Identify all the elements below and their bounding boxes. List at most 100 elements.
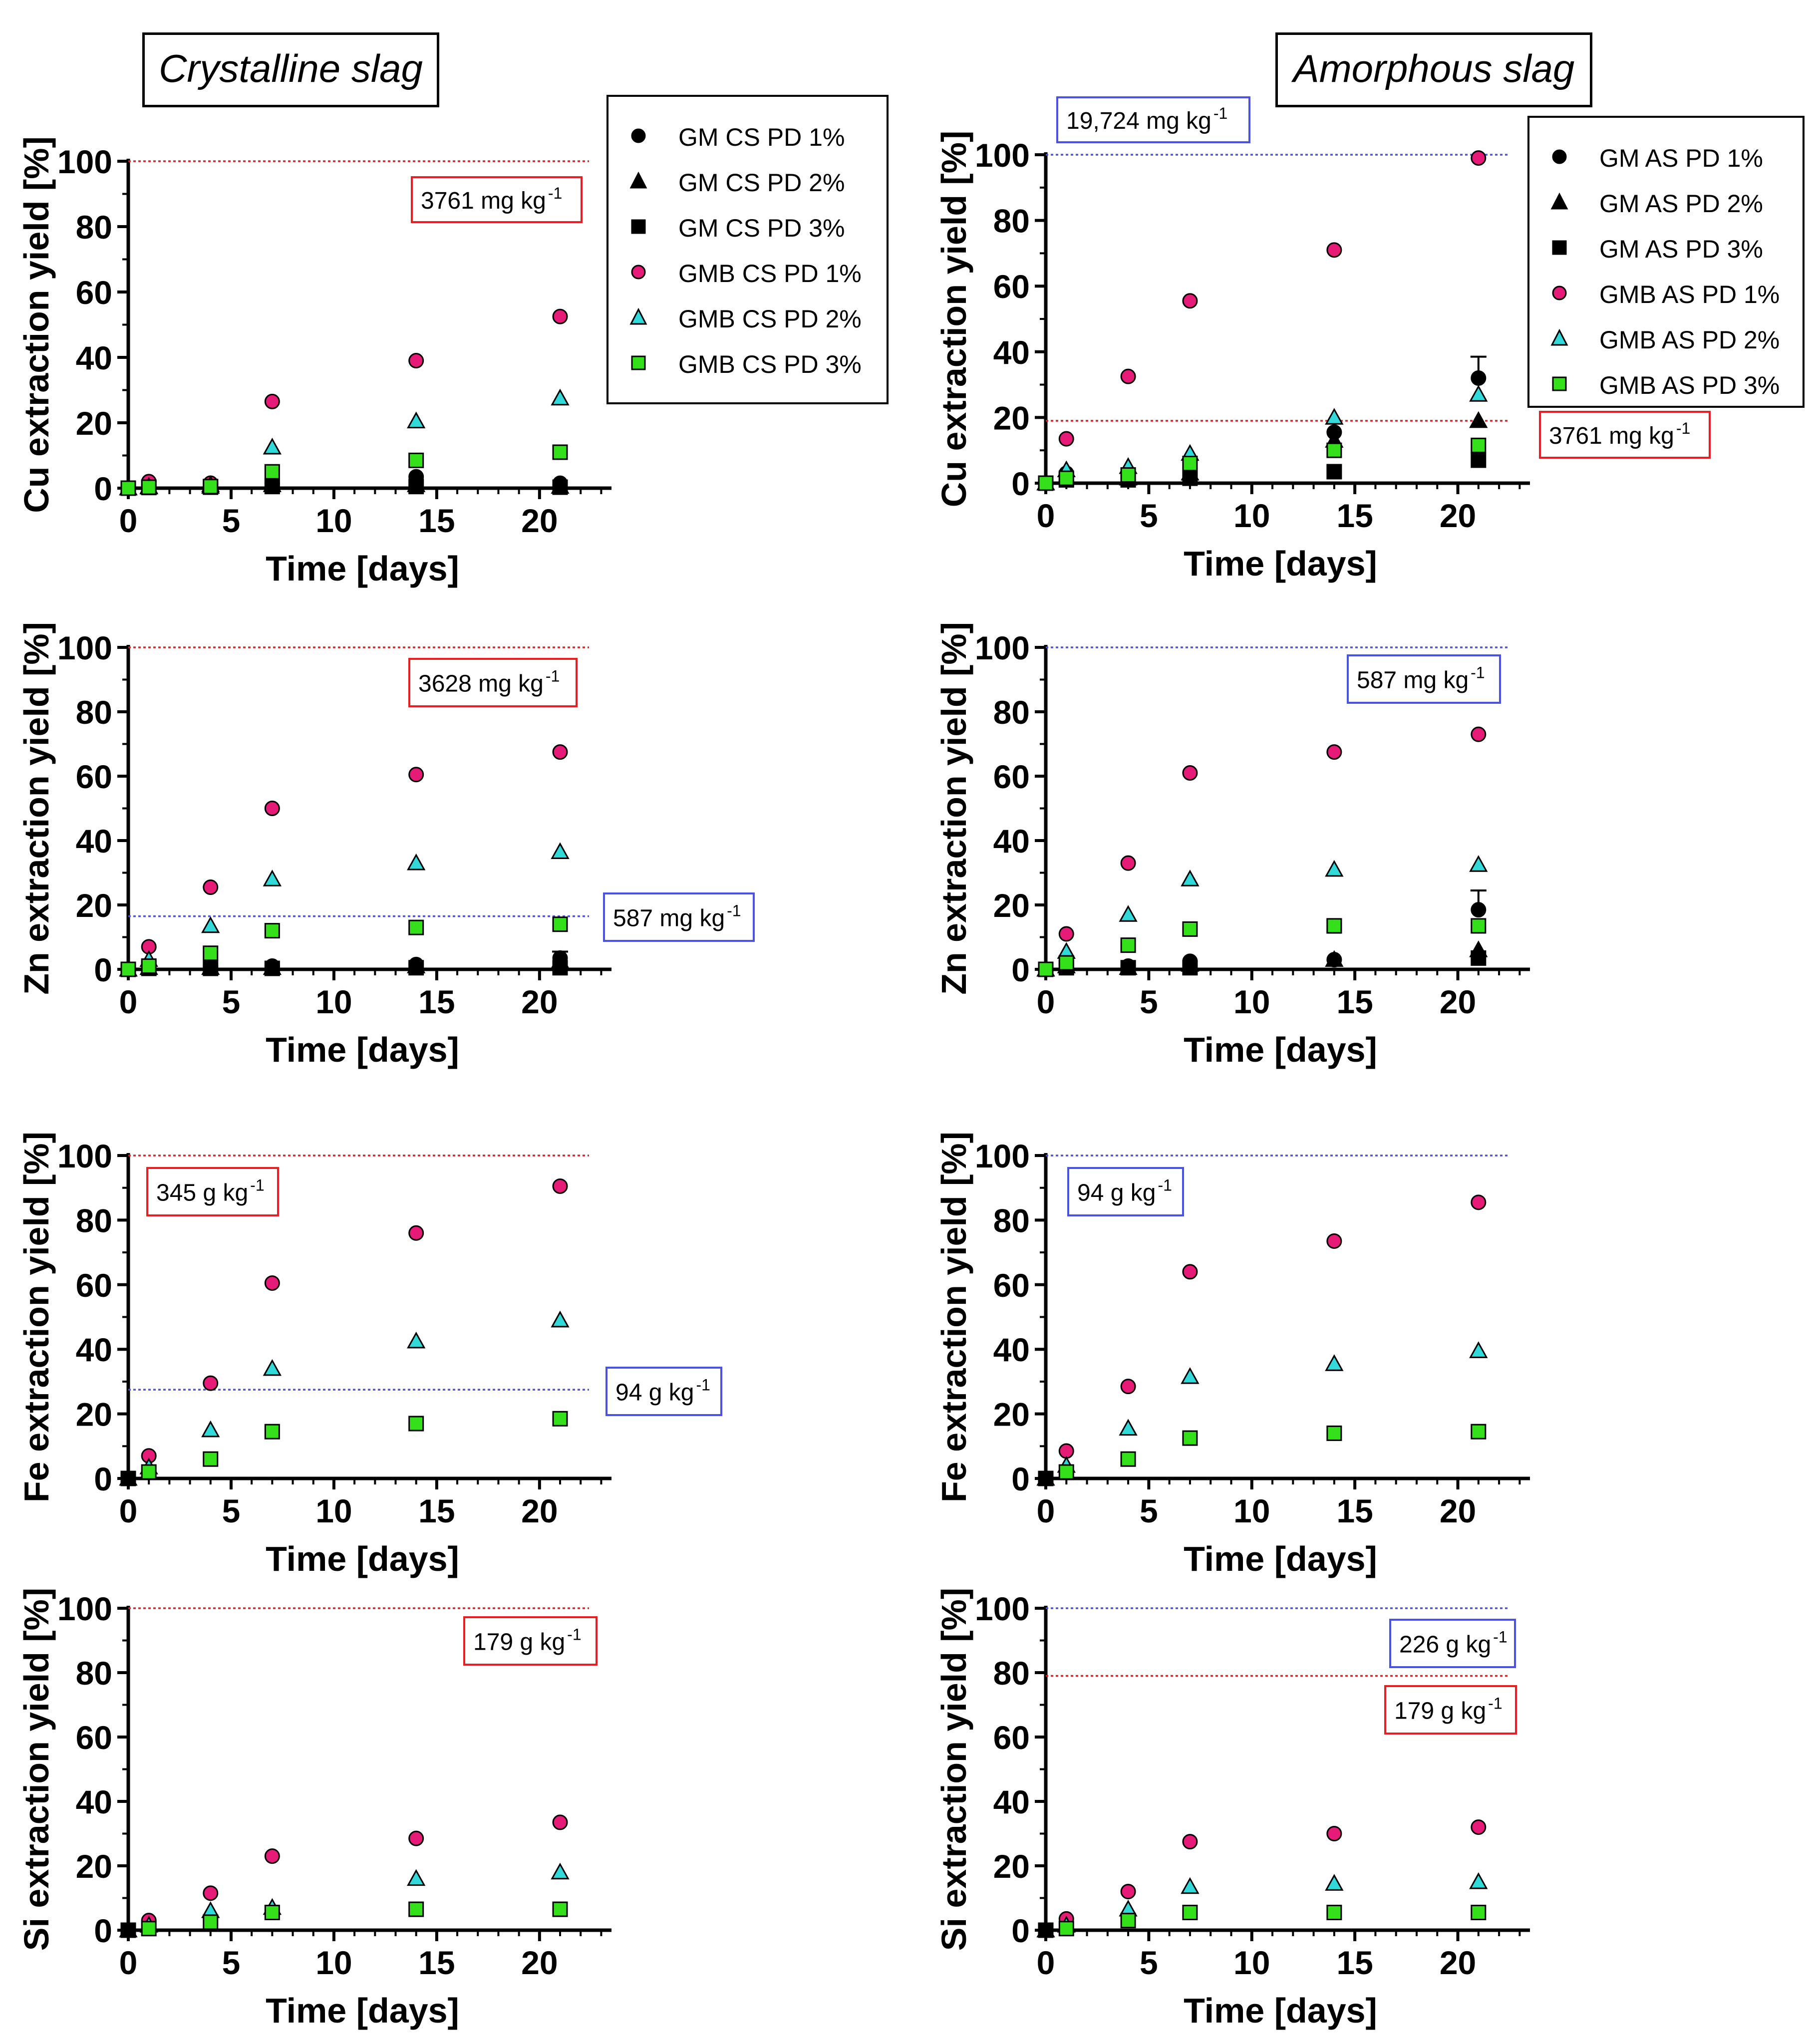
series-gm-as-pd-3- <box>1038 1922 1054 1938</box>
series-gm-as-pd-1- <box>1038 889 1487 977</box>
circle-marker-icon <box>1552 149 1567 164</box>
data-point <box>552 308 568 324</box>
series-gmb-as-pd-3- <box>1058 1424 1487 1480</box>
legend-label: GMB AS PD 1% <box>1599 281 1780 308</box>
data-point <box>552 1411 568 1427</box>
circle-marker-icon <box>1552 286 1567 300</box>
data-point <box>120 1922 136 1938</box>
reference-label-superscript: -1 <box>548 184 562 202</box>
x-tick-label: 15 <box>1336 1492 1373 1529</box>
y-tick-label: 0 <box>94 470 112 507</box>
x-tick-label: 5 <box>1140 1492 1158 1529</box>
data-point <box>264 393 280 409</box>
data-point <box>1326 442 1342 458</box>
data-point <box>552 479 568 495</box>
x-tick-label: 5 <box>222 1944 241 1981</box>
data-point <box>1182 1264 1198 1280</box>
y-tick-label: 20 <box>993 1396 1030 1433</box>
data-point <box>1038 961 1054 977</box>
data-point <box>408 960 424 976</box>
data-point <box>1120 937 1136 953</box>
y-tick-label: 20 <box>76 1396 112 1433</box>
y-tick-label: 20 <box>993 1848 1030 1885</box>
data-point <box>1038 1922 1054 1938</box>
y-tick-label: 40 <box>993 1783 1030 1820</box>
x-tick-label: 0 <box>119 1492 138 1529</box>
data-point <box>1182 960 1198 976</box>
x-axis-label: Time [days] <box>1184 1991 1377 2030</box>
series-gm-cs-pd-3- <box>120 1922 136 1938</box>
data-point <box>1182 1834 1198 1850</box>
data-point <box>1471 1424 1487 1440</box>
x-axis-label: Time [days] <box>266 549 459 588</box>
legend-crystalline: GM CS PD 1% GM CS PD 2% GM CS PD 3% GMB CS … <box>606 95 889 404</box>
y-tick-label: 20 <box>76 1848 112 1885</box>
reference-label-superscript: -1 <box>546 667 560 685</box>
x-tick-label: 15 <box>1336 497 1373 534</box>
data-point <box>1325 408 1344 425</box>
chart-fe-as: 0 20 40 60 80 100 0 5 10 15 20 Time [days] Fe extrac… <box>934 1132 1530 1578</box>
reference-label: 587 mg kg -1 <box>613 902 741 932</box>
triangle-marker-icon <box>1550 328 1568 346</box>
data-point <box>1325 1874 1344 1891</box>
series-gm-cs-pd-2- <box>119 475 570 496</box>
data-point <box>1471 1905 1487 1921</box>
data-point <box>1058 1921 1074 1937</box>
data-point <box>141 479 157 495</box>
data-point <box>551 842 570 859</box>
data-point <box>264 464 280 480</box>
data-point <box>203 1914 219 1930</box>
data-point <box>1326 744 1342 760</box>
data-point <box>552 960 568 976</box>
x-tick-label: 10 <box>1233 1944 1270 1981</box>
y-axis-label: Fe extraction yield [%] <box>934 1132 973 1502</box>
series-gmb-cs-pd-2- <box>139 1310 570 1474</box>
data-point <box>1181 1877 1200 1894</box>
reference-label: 179 g kg -1 <box>1394 1695 1503 1725</box>
y-tick-label: 0 <box>1011 1912 1030 1949</box>
reference-label-superscript: -1 <box>1493 1628 1507 1646</box>
legend-label: GM AS PD 1% <box>1599 144 1763 172</box>
data-point <box>203 960 219 976</box>
y-tick-label: 0 <box>1011 1460 1030 1497</box>
data-point <box>1471 918 1487 934</box>
series-gm-cs-pd-1- <box>120 469 568 496</box>
legend-item: GM AS PD 1% <box>1544 137 1811 177</box>
y-tick-label: 40 <box>76 1783 112 1820</box>
data-point <box>408 1416 424 1432</box>
data-point <box>1471 950 1487 966</box>
x-tick-label: 15 <box>418 983 455 1020</box>
reference-label-box <box>408 658 578 707</box>
data-point <box>1120 467 1136 483</box>
y-tick-label: 100 <box>975 629 1030 666</box>
x-tick-label: 0 <box>119 502 138 539</box>
y-tick-label: 60 <box>993 268 1030 305</box>
x-axis-label: Time [days] <box>266 1991 459 2030</box>
data-point <box>1058 1443 1074 1459</box>
data-point <box>1326 1425 1342 1441</box>
data-point <box>407 411 426 429</box>
x-axis-label: Time [days] <box>266 1539 459 1578</box>
triangle-marker-icon <box>629 171 647 189</box>
y-tick-label: 60 <box>76 1267 112 1304</box>
y-axis-label: Si extraction yield [%] <box>17 1588 56 1951</box>
series-gm-cs-pd-3- <box>120 1470 136 1486</box>
legend-label: GM CS PD 1% <box>678 123 845 151</box>
data-point <box>408 479 424 495</box>
data-point <box>1182 1905 1198 1921</box>
legend-item: GMB AS PD 2% <box>1544 318 1811 358</box>
data-point <box>1325 950 1344 967</box>
reference-label-superscript: -1 <box>1471 664 1485 682</box>
series-gmb-cs-pd-2- <box>119 842 570 977</box>
x-tick-label: 20 <box>1440 497 1476 534</box>
data-point <box>1471 726 1487 742</box>
data-point <box>263 437 282 455</box>
data-point <box>408 1225 424 1241</box>
x-tick-label: 5 <box>1140 497 1158 534</box>
data-point <box>203 479 219 495</box>
x-tick-label: 20 <box>521 1944 558 1981</box>
reference-label-box <box>1067 1167 1184 1216</box>
series-gm-as-pd-3- <box>1038 1470 1054 1486</box>
y-tick-label: 60 <box>76 274 112 311</box>
